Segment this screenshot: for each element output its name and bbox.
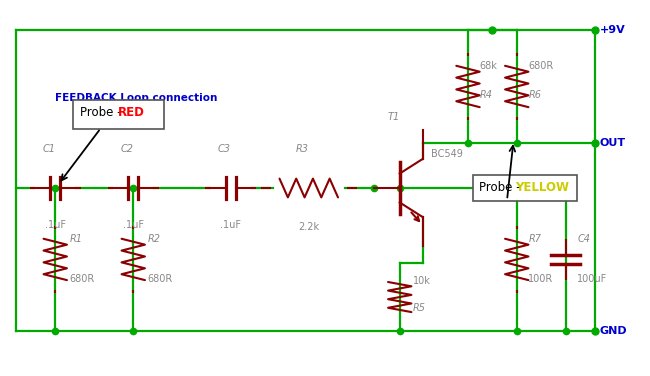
Text: R7: R7 bbox=[528, 234, 541, 244]
Text: Probe -: Probe - bbox=[80, 106, 125, 119]
Text: C1: C1 bbox=[42, 144, 55, 154]
Text: .1uF: .1uF bbox=[123, 220, 144, 230]
Text: R2: R2 bbox=[148, 234, 161, 244]
Text: BC549: BC549 bbox=[431, 149, 463, 159]
Text: 100R: 100R bbox=[528, 274, 554, 285]
Text: +9V: +9V bbox=[600, 25, 626, 35]
Text: 10k: 10k bbox=[413, 276, 430, 286]
FancyBboxPatch shape bbox=[473, 174, 577, 202]
Text: 680R: 680R bbox=[528, 61, 554, 71]
Text: 680R: 680R bbox=[148, 274, 173, 285]
Text: 2.2k: 2.2k bbox=[298, 222, 319, 232]
Text: FEEDBACK Loop connection: FEEDBACK Loop connection bbox=[55, 93, 218, 103]
Text: R5: R5 bbox=[413, 303, 426, 313]
Text: T1: T1 bbox=[387, 112, 399, 122]
Text: .1uF: .1uF bbox=[220, 220, 241, 230]
Text: 100uF: 100uF bbox=[577, 274, 608, 285]
Text: C4: C4 bbox=[577, 234, 590, 244]
Text: 680R: 680R bbox=[70, 274, 95, 285]
FancyBboxPatch shape bbox=[73, 100, 164, 129]
Text: C2: C2 bbox=[120, 144, 133, 154]
Text: 68k: 68k bbox=[480, 61, 498, 71]
Text: R1: R1 bbox=[70, 234, 83, 244]
Text: YELLOW: YELLOW bbox=[515, 181, 569, 194]
Text: GND: GND bbox=[600, 326, 628, 336]
Text: R6: R6 bbox=[528, 90, 541, 100]
Text: OUT: OUT bbox=[600, 138, 626, 148]
Text: R3: R3 bbox=[296, 144, 309, 154]
Text: C3: C3 bbox=[218, 144, 231, 154]
Text: RED: RED bbox=[118, 106, 144, 119]
Text: Probe -: Probe - bbox=[479, 181, 525, 194]
Text: .1uF: .1uF bbox=[45, 220, 66, 230]
Text: R4: R4 bbox=[480, 90, 493, 100]
